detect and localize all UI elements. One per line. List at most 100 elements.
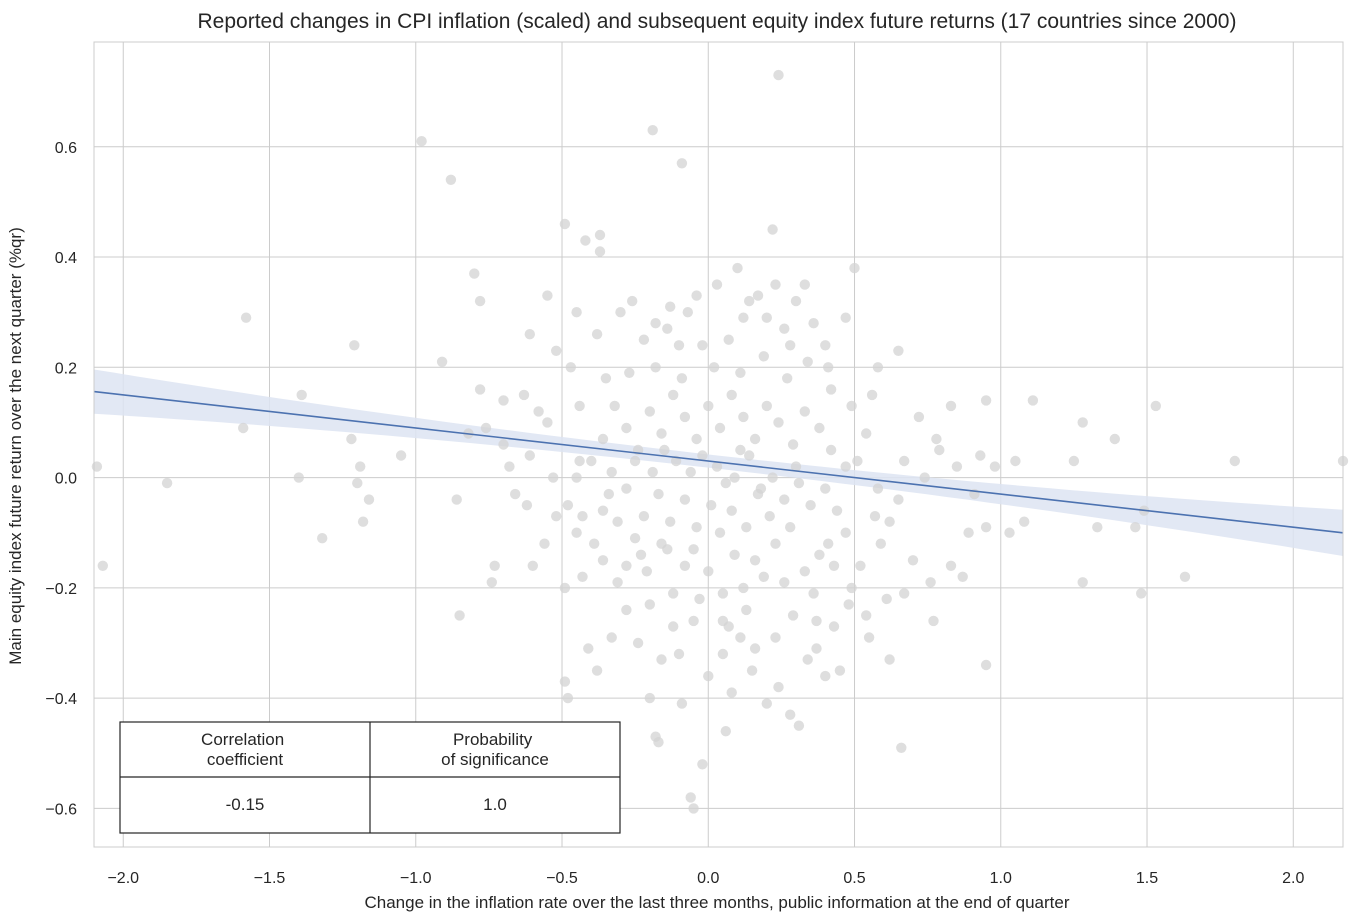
scatter-point xyxy=(591,665,603,676)
y-tick-label: −0.2 xyxy=(45,581,77,598)
scatter-point xyxy=(542,417,553,428)
scatter-point xyxy=(1027,395,1039,406)
scatter-point xyxy=(828,621,840,632)
scatter-point xyxy=(586,455,597,467)
y-tick-label: 0.0 xyxy=(55,471,77,488)
scatter-point xyxy=(685,792,696,803)
plot-frame xyxy=(93,41,1344,848)
scatter-point xyxy=(594,229,606,241)
scatter-point xyxy=(749,555,761,566)
scatter-point xyxy=(498,439,509,450)
scatter-point xyxy=(1068,455,1080,467)
scatter-point xyxy=(416,136,427,147)
scatter-point xyxy=(884,654,895,665)
scatter-point xyxy=(846,400,857,412)
scatter-point xyxy=(653,488,664,500)
scatter-point xyxy=(706,500,717,511)
scatter-point xyxy=(676,373,688,384)
scatter-point xyxy=(828,560,840,571)
scatter-point xyxy=(606,632,617,643)
x-tick-label: 1.5 xyxy=(1136,870,1158,887)
scatter-point xyxy=(644,406,655,417)
scatter-point xyxy=(518,389,530,401)
scatter-point xyxy=(597,433,609,445)
scatter-point xyxy=(866,389,878,401)
scatter-point xyxy=(668,621,679,632)
scatter-point xyxy=(758,351,769,362)
scatter-point xyxy=(808,588,819,599)
scatter-point xyxy=(612,577,623,588)
scatter-point xyxy=(574,455,585,467)
scatter-point xyxy=(621,483,632,494)
scatter-point xyxy=(606,466,617,478)
scatter-point xyxy=(1010,455,1021,467)
scatter-point xyxy=(577,571,588,582)
scatter-point xyxy=(735,632,746,643)
scatter-point xyxy=(726,389,737,401)
scatter-point xyxy=(498,395,509,406)
scatter-point xyxy=(559,218,571,230)
scatter-point xyxy=(852,455,863,467)
scatter-point xyxy=(738,582,749,594)
scatter-point xyxy=(317,533,328,544)
scatter-point xyxy=(1150,400,1162,412)
scatter-point xyxy=(793,477,805,489)
scatter-point xyxy=(349,340,360,351)
scatter-point xyxy=(615,307,626,318)
scatter-point xyxy=(855,560,866,571)
scatter-point xyxy=(580,235,591,246)
scatter-point xyxy=(843,599,854,610)
scatter-point xyxy=(583,643,594,654)
scatter-point xyxy=(562,692,574,704)
scatter-point xyxy=(621,560,632,571)
scatter-point xyxy=(893,494,904,505)
scatter-point xyxy=(524,450,535,461)
scatter-point xyxy=(711,461,723,472)
scatter-point xyxy=(691,290,702,301)
scatter-point xyxy=(913,411,925,423)
scatter-point xyxy=(785,340,796,351)
scatter-point xyxy=(723,334,734,345)
scatter-point xyxy=(694,593,705,605)
scatter-point xyxy=(688,615,699,627)
scatter-point xyxy=(676,158,688,169)
scatter-point xyxy=(1077,417,1088,428)
scatter-point xyxy=(510,488,521,500)
scatter-point xyxy=(764,511,775,522)
scatter-point xyxy=(650,362,661,373)
scatter-point xyxy=(729,472,740,483)
scatter-point xyxy=(91,461,103,472)
x-axis-ticks: −2.0 −1.5 −1.0 −0.5 0.0 0.5 1.0 1.5 2.0 xyxy=(107,870,1304,887)
scatter-point xyxy=(896,742,907,753)
scatter-point xyxy=(755,483,767,494)
scatter-point xyxy=(773,681,784,693)
x-tick-label: −1.5 xyxy=(254,870,286,887)
scatter-point xyxy=(668,389,679,401)
scatter-point xyxy=(931,433,942,445)
scatter-point xyxy=(679,494,691,505)
scatter-point xyxy=(703,400,714,412)
scatter-point xyxy=(861,428,872,439)
scatter-point xyxy=(647,125,658,136)
scatter-point xyxy=(656,428,667,439)
scatter-point xyxy=(562,500,574,511)
stats-table: Correlation coefficient Probability of s… xyxy=(119,721,621,834)
scatter-point xyxy=(621,604,632,616)
scatter-point xyxy=(834,665,846,676)
scatter-point xyxy=(480,422,492,434)
scatter-point xyxy=(665,516,676,527)
y-tick-label: −0.4 xyxy=(45,691,77,708)
scatter-point xyxy=(577,511,588,522)
scatter-point xyxy=(872,483,884,494)
scatter-point xyxy=(744,295,755,307)
scatter-point xyxy=(1077,577,1088,588)
scatter-point xyxy=(644,599,655,610)
scatter-point xyxy=(799,279,810,290)
scatter-point xyxy=(925,577,936,588)
scatter-point xyxy=(597,555,609,566)
scatter-point xyxy=(738,411,749,423)
scatter-point xyxy=(732,262,743,274)
scatter-point xyxy=(574,400,585,412)
scatter-point xyxy=(761,698,772,709)
